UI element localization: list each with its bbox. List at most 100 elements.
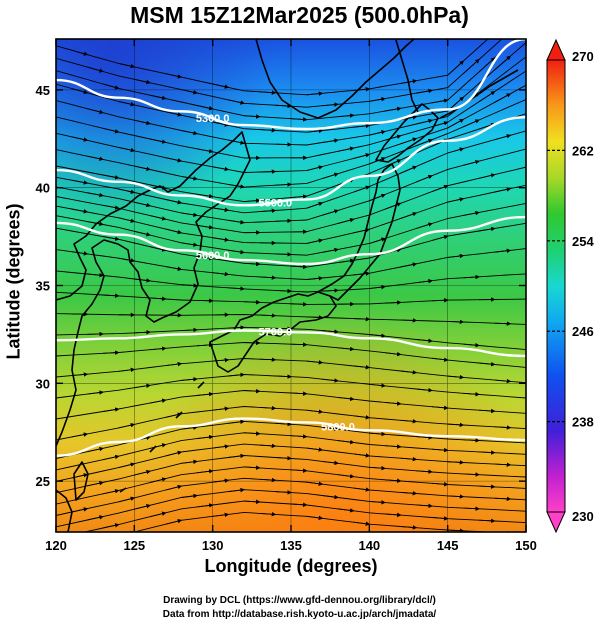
flow-arrow (353, 271, 371, 276)
flow-arrow (87, 480, 104, 487)
flow-arrow (118, 367, 136, 373)
flow-arrow (243, 388, 261, 394)
flow-arrow (447, 147, 465, 154)
flow-arrow (196, 434, 214, 440)
flow-arrow (87, 192, 104, 198)
flow-arrow (118, 63, 136, 69)
flow-arrow (447, 197, 465, 203)
flow-arrow (228, 99, 245, 105)
colorbar-tick-label: 230 (572, 509, 594, 524)
flow-arrow (494, 378, 512, 384)
flow-arrow (212, 207, 230, 212)
flow-arrow (118, 422, 136, 429)
flow-arrow (102, 83, 120, 90)
flow-arrow (369, 193, 386, 202)
flow-arrow (384, 401, 402, 406)
flow-arrow (196, 148, 214, 154)
flow-arrow (431, 184, 449, 193)
flow-arrow (87, 272, 104, 278)
flow-arrow (118, 101, 136, 107)
flow-arrow (290, 468, 308, 473)
flow-arrow (134, 383, 151, 389)
flow-arrow (290, 502, 308, 507)
flow-arrow (181, 283, 198, 288)
flow-arrow (337, 346, 355, 352)
flow-arrow (181, 130, 198, 136)
flow-arrow (165, 450, 183, 457)
flow-arrow (87, 155, 104, 161)
flow-arrow (416, 387, 433, 393)
flow-arrow (243, 261, 261, 267)
coastline-china-south (56, 489, 73, 532)
flow-arrow (447, 460, 465, 465)
contour-5500.0 (56, 116, 526, 207)
flow-arrow (400, 370, 418, 375)
flow-arrow (196, 469, 214, 474)
flow-arrow (149, 296, 167, 301)
flow-arrow (322, 426, 339, 431)
flow-arrow (102, 127, 120, 134)
flow-arrow (478, 484, 496, 489)
flow-arrow (149, 215, 167, 221)
flow-arrow (102, 454, 120, 461)
flow-arrow (71, 49, 89, 56)
flow-arrow (384, 512, 402, 518)
flow-arrow (400, 456, 418, 462)
flow-arrow (416, 503, 433, 509)
flow-arrow (71, 208, 89, 214)
flow-arrow (228, 139, 245, 145)
flow-arrow (431, 98, 449, 104)
colorbar-tick-label: 254 (572, 234, 594, 249)
flow-arrow (102, 204, 120, 210)
flow-arrow (259, 128, 277, 133)
flow-arrow (306, 315, 324, 320)
flow-arrow (212, 166, 230, 172)
flow-arrow (447, 494, 465, 499)
flow-arrow (87, 221, 104, 227)
flow-arrow (447, 253, 465, 259)
flow-arrow (353, 316, 371, 322)
flow-arrow (102, 174, 120, 180)
flow-arrow (196, 503, 214, 508)
flow-arrow (259, 477, 277, 483)
flow-arrow (463, 210, 480, 216)
streamlines (56, 39, 526, 532)
x-axis-label: Longitude (degrees) (204, 556, 378, 576)
flow-arrow (275, 374, 292, 379)
flow-arrow (290, 434, 308, 439)
y-axis-label: Latitude (degrees) (3, 203, 24, 360)
flow-arrow (134, 201, 151, 208)
coastline-taiwan (73, 461, 89, 501)
flow-arrow (306, 360, 324, 365)
colorbar: 270 262 254 246 238 230 (546, 38, 594, 534)
flow-arrow (337, 508, 355, 513)
flow-arrow (228, 286, 245, 291)
flow-arrow (275, 252, 292, 257)
flow-arrow (478, 226, 496, 232)
flow-arrow (322, 138, 339, 143)
flow-arrow (416, 435, 433, 440)
flow-arrow (259, 90, 277, 95)
flow-arrow (212, 357, 230, 363)
flow-arrow (134, 469, 151, 476)
flow-arrow (102, 407, 120, 412)
flow-arrow (369, 383, 386, 388)
flow-arrow (102, 236, 120, 241)
colorbar-top-arrow (546, 38, 566, 61)
flow-arrow (322, 288, 339, 293)
footer-credit: Drawing by DCL (https://www.gfd-dennou.o… (163, 595, 436, 606)
flow-arrow (337, 146, 355, 152)
flow-arrow (243, 114, 261, 119)
flow-arrow (463, 274, 480, 280)
flow-arrow (447, 118, 465, 129)
coastline-japan-kyushu (209, 291, 337, 373)
flow-arrow (431, 298, 449, 303)
contour-label: 5800.0 (321, 421, 355, 433)
flow-arrow (494, 134, 512, 141)
y-tick-label: 30 (36, 376, 50, 391)
flow-arrow (71, 179, 89, 185)
flow-arrow (243, 340, 261, 346)
flow-arrow (416, 88, 433, 94)
flow-arrow (384, 478, 402, 483)
flow-arrow (71, 88, 89, 95)
